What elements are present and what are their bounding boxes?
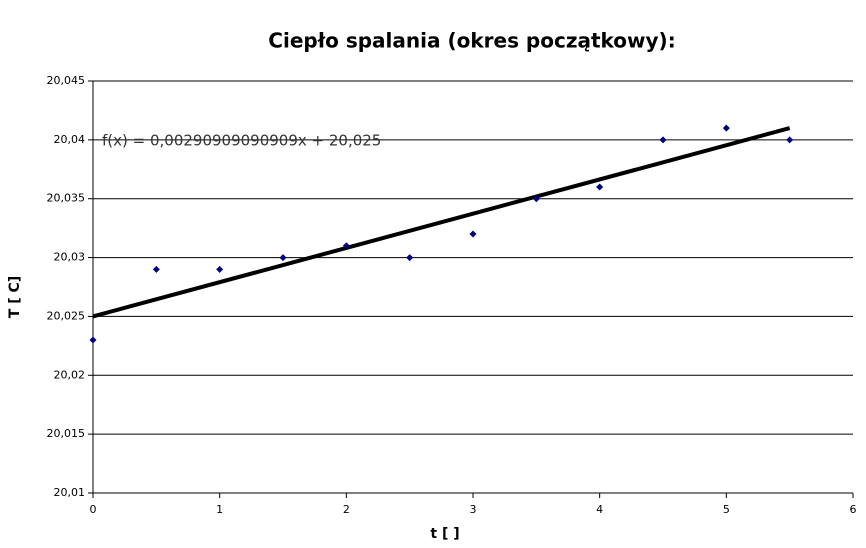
point xyxy=(722,124,730,132)
y-tick-label: 20,03 xyxy=(54,251,86,264)
x-tick-label: 4 xyxy=(596,503,603,516)
y-tick-label: 20,04 xyxy=(54,133,86,146)
x-tick-label: 0 xyxy=(90,503,97,516)
y-tick-label: 20,01 xyxy=(54,486,86,499)
y-tick-label: 20,045 xyxy=(47,74,86,87)
x-tick-label: 5 xyxy=(723,503,730,516)
x-tick-label: 3 xyxy=(470,503,477,516)
point xyxy=(89,336,97,344)
point xyxy=(406,254,414,262)
chart-title: Ciepło spalania (okres początkowy): xyxy=(268,29,675,53)
point xyxy=(152,265,160,273)
trendline xyxy=(92,126,791,319)
point xyxy=(659,136,667,144)
y-tick-label: 20,02 xyxy=(54,368,86,381)
y-tick-label: 20,015 xyxy=(47,427,86,440)
point xyxy=(342,242,350,250)
point xyxy=(469,230,477,238)
y-tick-label: 20,025 xyxy=(47,309,86,322)
point xyxy=(596,183,604,191)
trendline-equation: f(x) = 0,00290909090909x + 20,025 xyxy=(102,132,381,150)
point xyxy=(279,254,287,262)
point xyxy=(786,136,794,144)
x-tick-label: 1 xyxy=(216,503,223,516)
x-axis-label: t [ ] xyxy=(430,526,459,542)
point xyxy=(532,195,540,203)
x-tick-label: 6 xyxy=(850,503,857,516)
point xyxy=(216,265,224,273)
y-tick-label: 20,035 xyxy=(47,192,86,205)
y-axis-label: T [ C] xyxy=(7,276,23,318)
x-tick-label: 2 xyxy=(343,503,350,516)
